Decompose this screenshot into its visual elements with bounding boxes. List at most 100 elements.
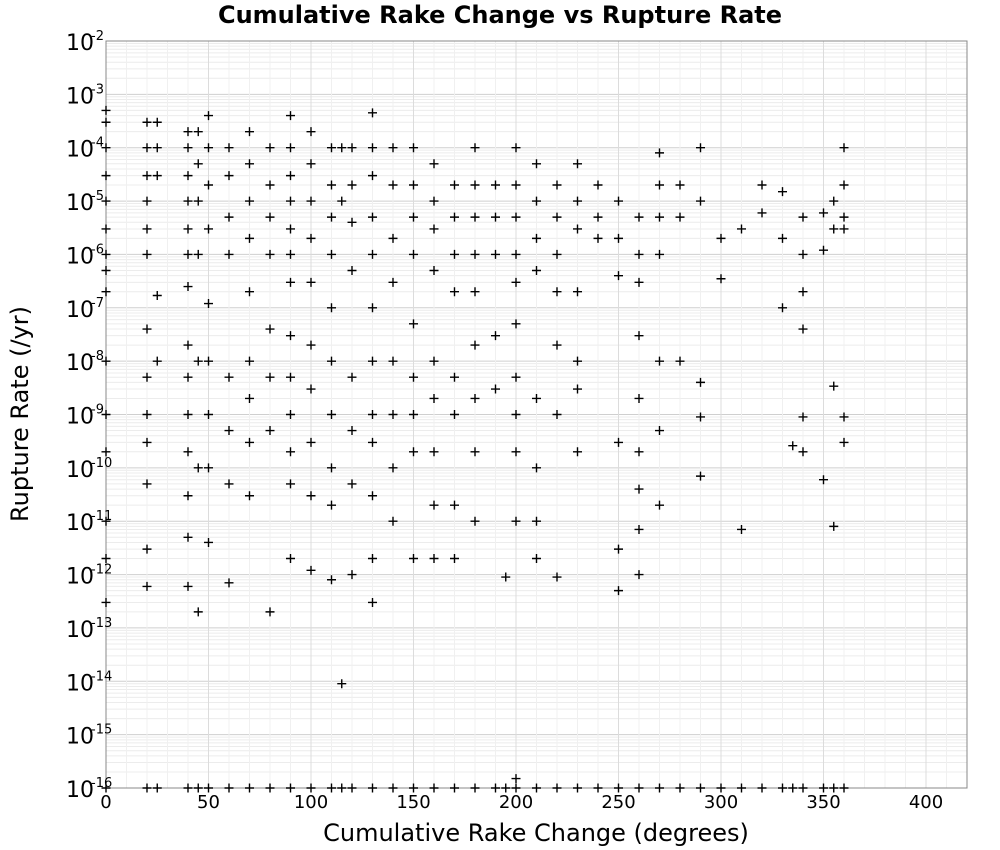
data-point (429, 393, 439, 403)
data-point (614, 586, 623, 596)
data-point (634, 783, 644, 793)
y-tick-exponent: -4 (91, 136, 104, 151)
data-point (614, 271, 623, 281)
data-point (306, 233, 316, 243)
data-point (634, 249, 644, 259)
data-point (655, 356, 664, 366)
data-point (265, 143, 275, 153)
data-point (101, 117, 111, 127)
data-point (501, 783, 511, 793)
y-tick-exponent: -8 (91, 349, 104, 364)
data-point (696, 377, 705, 387)
y-tick-exponent: -7 (91, 296, 104, 311)
data-point (183, 491, 193, 501)
y-tick-exponent: -2 (91, 29, 104, 44)
data-point (552, 287, 562, 297)
data-point (655, 249, 664, 259)
data-point (368, 108, 377, 118)
y-tick-exponent: -15 (91, 723, 112, 738)
x-tick-label: 250 (601, 792, 635, 813)
data-point (716, 233, 726, 243)
y-axis-label: Rupture Rate (/yr) (6, 306, 34, 522)
data-point (193, 196, 203, 206)
data-point (101, 224, 111, 234)
data-point (552, 783, 562, 793)
data-point (450, 212, 459, 222)
y-tick-exponent: -14 (91, 669, 112, 684)
data-point (470, 783, 480, 793)
data-point (204, 783, 213, 793)
data-point (839, 224, 849, 234)
data-point (829, 381, 839, 391)
x-tick-label: 300 (704, 792, 738, 813)
data-point (224, 212, 234, 222)
data-point (429, 356, 439, 366)
data-point (142, 783, 152, 793)
data-point (696, 471, 705, 481)
y-tick-base: 10 (66, 618, 94, 643)
x-tick-label: 50 (197, 792, 220, 813)
data-point (470, 340, 480, 350)
data-point (204, 143, 213, 153)
data-point (634, 393, 644, 403)
data-point (757, 208, 767, 218)
data-point (655, 426, 664, 436)
data-point (183, 143, 193, 153)
data-point (470, 516, 480, 526)
data-point (265, 426, 275, 436)
data-point (368, 554, 377, 564)
data-point (204, 410, 213, 419)
data-point (183, 171, 193, 181)
data-point (788, 783, 798, 793)
data-point (470, 180, 480, 190)
data-point (511, 372, 521, 382)
data-point (675, 180, 685, 190)
data-point (532, 265, 541, 275)
data-point (511, 212, 521, 222)
data-point (101, 143, 111, 153)
data-point (429, 224, 439, 234)
data-point (716, 274, 726, 284)
data-point (101, 265, 111, 275)
y-tick-exponent: -3 (91, 82, 104, 97)
data-point (193, 159, 203, 169)
data-point (368, 212, 377, 222)
data-point (347, 479, 357, 489)
data-point (101, 597, 111, 607)
data-point (532, 233, 541, 243)
data-point (634, 484, 644, 494)
data-point (245, 287, 254, 297)
data-point (286, 249, 295, 259)
data-point (183, 282, 193, 292)
data-point (511, 447, 521, 457)
data-point (429, 447, 439, 457)
x-tick-label: 350 (806, 792, 840, 813)
data-point (696, 196, 705, 206)
data-point (306, 437, 316, 447)
data-point (388, 277, 398, 287)
y-tick: 10-8 (66, 349, 104, 376)
y-tick-base: 10 (66, 351, 94, 376)
x-tick-label: 400 (909, 792, 943, 813)
data-point (183, 372, 193, 382)
data-point (839, 143, 849, 153)
data-point (614, 196, 623, 206)
data-point (491, 180, 500, 190)
data-point (368, 410, 377, 419)
data-point (839, 412, 849, 422)
data-point (101, 516, 111, 526)
data-point (634, 524, 644, 534)
data-point (204, 463, 213, 473)
data-point (286, 372, 295, 382)
y-tick: 10-9 (66, 403, 104, 430)
data-point (450, 287, 459, 297)
data-point (388, 516, 398, 526)
data-point (101, 249, 111, 259)
data-point (183, 196, 193, 206)
data-point (306, 340, 316, 350)
y-tick-base: 10 (66, 138, 94, 163)
data-point (634, 447, 644, 457)
data-point (491, 249, 500, 259)
data-point (696, 143, 705, 153)
data-point (306, 159, 316, 169)
